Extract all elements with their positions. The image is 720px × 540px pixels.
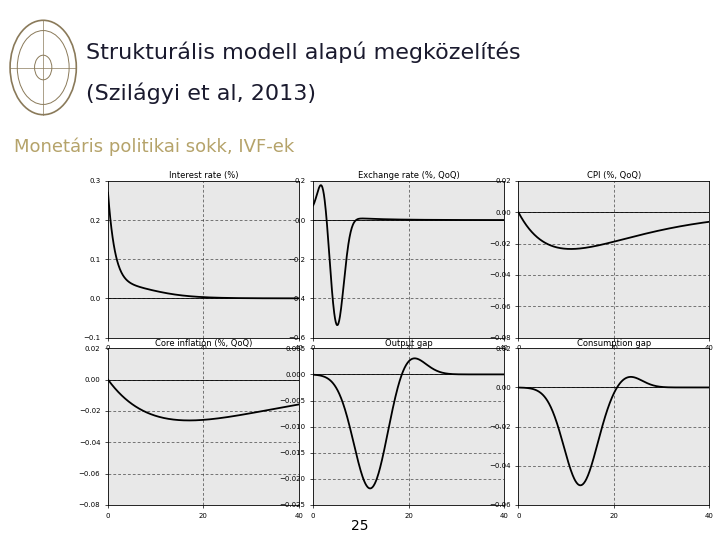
Title: Interest rate (%): Interest rate (%) <box>168 171 238 180</box>
Text: Monetáris politikai sokk, IVF-ek: Monetáris politikai sokk, IVF-ek <box>14 138 294 157</box>
Title: Core inflation (%, QoQ): Core inflation (%, QoQ) <box>155 339 252 348</box>
Title: Exchange rate (%, QoQ): Exchange rate (%, QoQ) <box>358 171 459 180</box>
Text: 25: 25 <box>351 519 369 534</box>
Text: Strukturális modell alapú megközelítés: Strukturális modell alapú megközelítés <box>86 42 521 63</box>
Title: Consumption gap: Consumption gap <box>577 339 651 348</box>
Title: Output gap: Output gap <box>384 339 433 348</box>
Title: CPI (%, QoQ): CPI (%, QoQ) <box>587 171 641 180</box>
Text: (Szilágyi et al, 2013): (Szilágyi et al, 2013) <box>86 83 316 104</box>
